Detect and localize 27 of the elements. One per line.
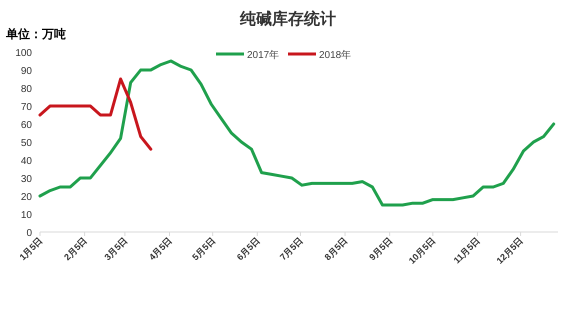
x-tick-label: 12月5日 <box>494 235 526 266</box>
x-tick-label: 4月5日 <box>147 235 174 262</box>
y-tick-label: 70 <box>20 102 32 113</box>
y-tick-label: 50 <box>20 138 32 149</box>
y-tick-label: 60 <box>20 120 32 131</box>
line-series <box>38 78 152 151</box>
x-tick-label: 10月5日 <box>406 235 438 266</box>
x-tick-label: 5月5日 <box>190 235 218 262</box>
legend-label: 2017年 <box>247 49 280 61</box>
x-tick-label: 8月5日 <box>322 235 350 262</box>
line-series <box>38 60 556 206</box>
x-tick-label: 7月5日 <box>278 235 305 262</box>
legend-label: 2018年 <box>319 49 352 61</box>
x-tick-label: 3月5日 <box>102 235 130 262</box>
y-tick-label: 10 <box>20 210 32 221</box>
x-tick-label: 9月5日 <box>367 235 394 262</box>
y-tick-label: 20 <box>20 192 32 203</box>
y-tick-label: 100 <box>15 48 32 59</box>
chart-title: 纯碱库存统计 <box>239 10 336 28</box>
x-tick-label: 11月5日 <box>452 235 482 266</box>
y-axis-title: 单位：万吨 <box>5 27 66 41</box>
x-tick-label: 6月5日 <box>234 235 262 262</box>
y-tick-label: 80 <box>20 84 32 95</box>
y-tick-label: 40 <box>20 156 32 167</box>
y-tick-label: 30 <box>20 174 32 185</box>
x-tick-label: 2月5日 <box>62 235 90 262</box>
y-tick-label: 90 <box>20 66 32 77</box>
